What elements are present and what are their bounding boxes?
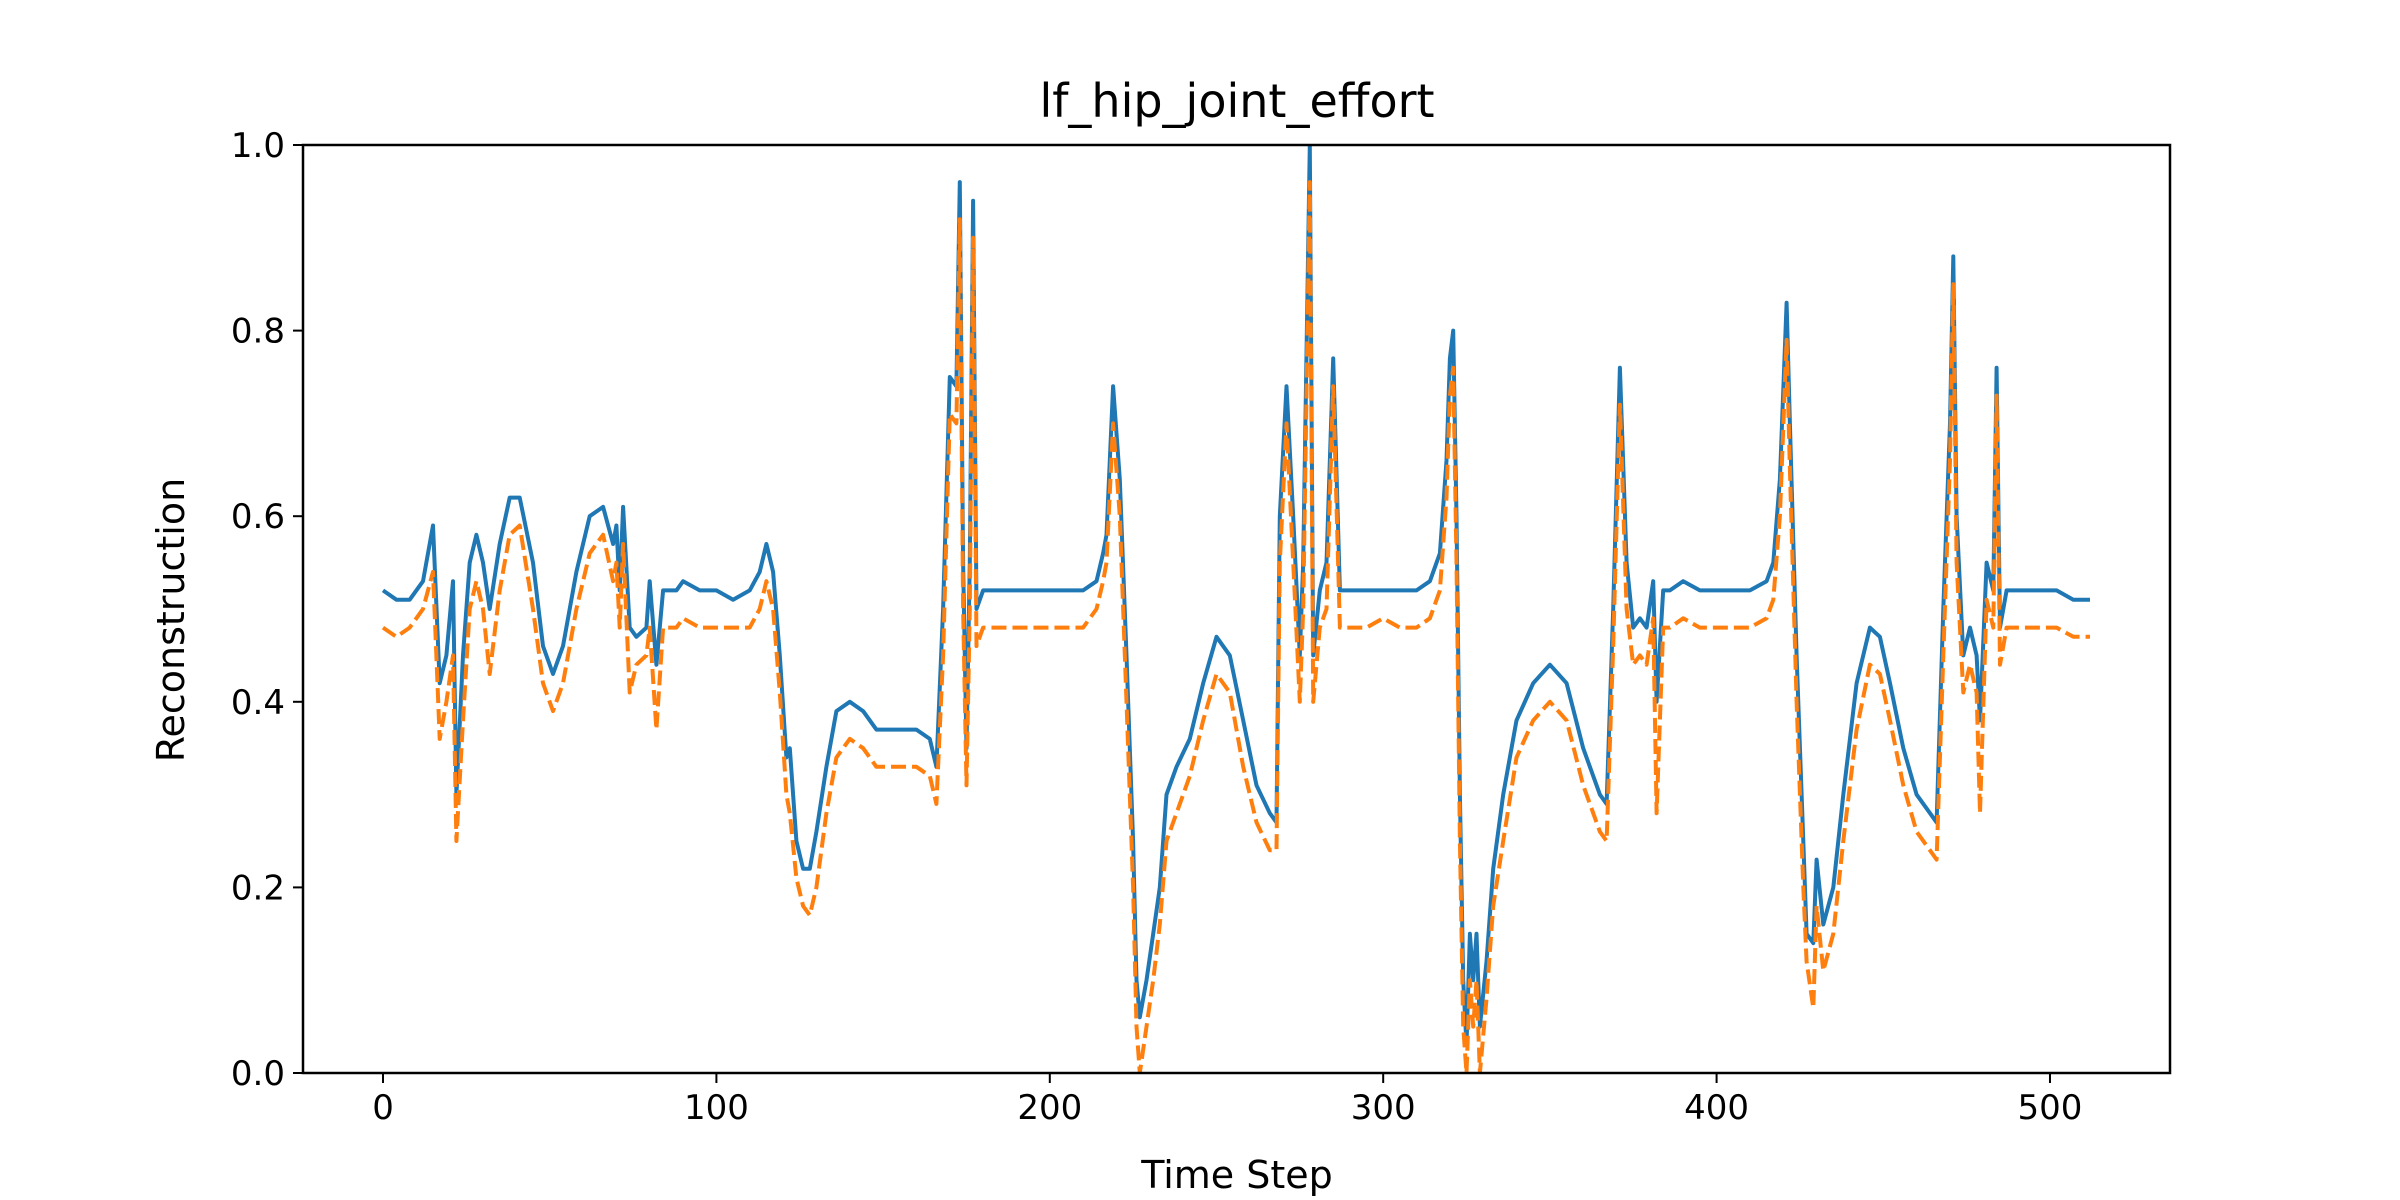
series-line-2	[381, 180, 2090, 1073]
y-tick-label: 0.2	[231, 868, 285, 908]
x-tick-label: 300	[1351, 1088, 1416, 1128]
x-tick-label: 100	[684, 1088, 749, 1128]
chart-title: lf_hip_joint_effort	[1039, 74, 1434, 128]
y-tick-label: 0.6	[231, 497, 285, 537]
x-tick-label: 400	[1684, 1088, 1749, 1128]
plot-frame	[301, 143, 2172, 1075]
y-tick-label: 1.0	[231, 126, 285, 166]
series-line-1	[381, 145, 2090, 1048]
y-tick-label: 0.8	[231, 312, 285, 352]
y-axis-label: Reconstruction	[149, 478, 193, 762]
x-tick-label: 200	[1017, 1088, 1082, 1128]
y-tick-label: 0.0	[231, 1054, 285, 1094]
axis-ticks: 0 100 200 300 400 500 0.0 0.2 0.4 0.6 0.8 1.0	[231, 126, 2083, 1128]
y-tick-label: 0.4	[231, 683, 285, 723]
x-axis-label: Time Step	[1140, 1153, 1333, 1197]
x-tick-label: 0	[372, 1088, 394, 1128]
plot-area	[381, 145, 2090, 1073]
x-tick-label: 500	[2018, 1088, 2083, 1128]
